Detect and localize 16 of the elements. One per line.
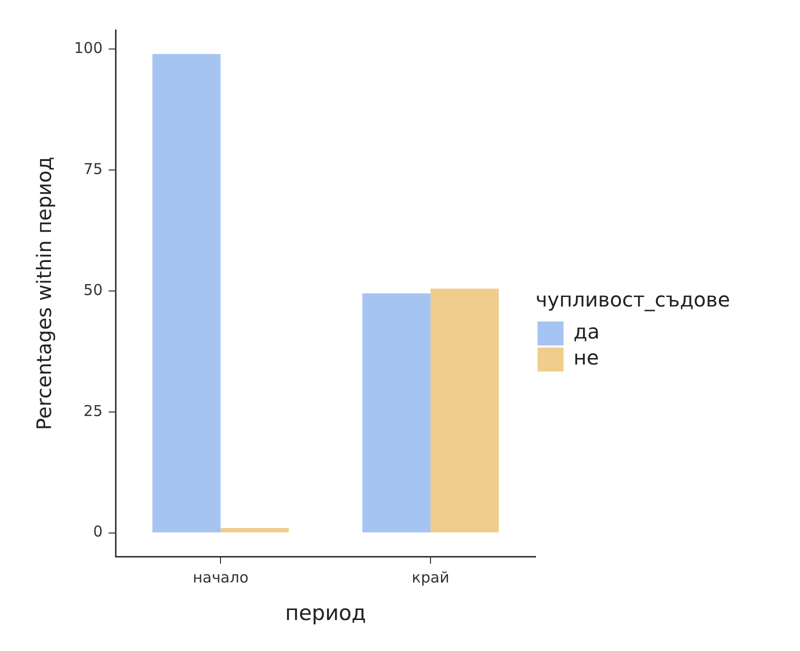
x-tick-label: край [412,568,450,587]
x-axis-title: период [285,600,366,625]
x-tick-label: начало [192,568,249,587]
bar [430,288,499,532]
y-tick-label: 75 [84,160,103,178]
legend-title: чупливост_съдове [536,288,730,312]
y-tick-label: 25 [84,402,103,420]
legend-label: да [574,320,600,344]
legend-label: не [574,346,599,370]
y-axis-title: Percentages within период [32,156,56,430]
bar [220,528,289,532]
y-tick-label: 0 [93,522,103,541]
y-tick-label: 50 [84,280,103,299]
y-tick-label: 100 [74,39,103,57]
bar [152,54,221,532]
bar [362,293,431,532]
